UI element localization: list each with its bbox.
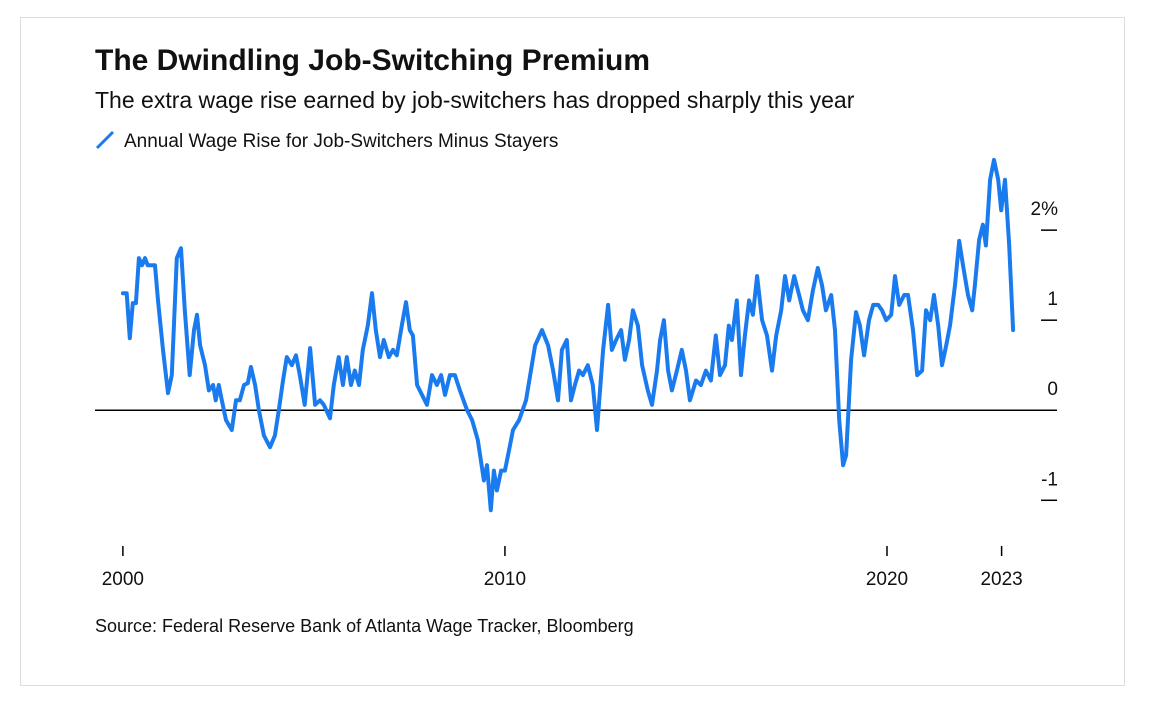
chart-title: The Dwindling Job-Switching Premium — [95, 44, 650, 77]
y-tick-label: 2% — [1031, 199, 1059, 220]
x-tick-label: 2020 — [866, 569, 908, 590]
x-tick-label: 2023 — [980, 569, 1022, 590]
x-tick-label: 2010 — [484, 569, 526, 590]
y-tick-label: 1 — [1047, 289, 1058, 310]
data-line — [120, 157, 1016, 513]
source-note: Source: Federal Reserve Bank of Atlanta … — [95, 616, 634, 636]
x-tick-label: 2000 — [102, 569, 144, 590]
legend-label: Annual Wage Rise for Job-Switchers Minus… — [124, 131, 558, 152]
y-tick-label: -1 — [1041, 469, 1058, 490]
chart-subtitle: The extra wage rise earned by job-switch… — [95, 87, 855, 113]
legend-swatch — [95, 130, 115, 150]
y-tick-label: 0 — [1047, 379, 1058, 400]
